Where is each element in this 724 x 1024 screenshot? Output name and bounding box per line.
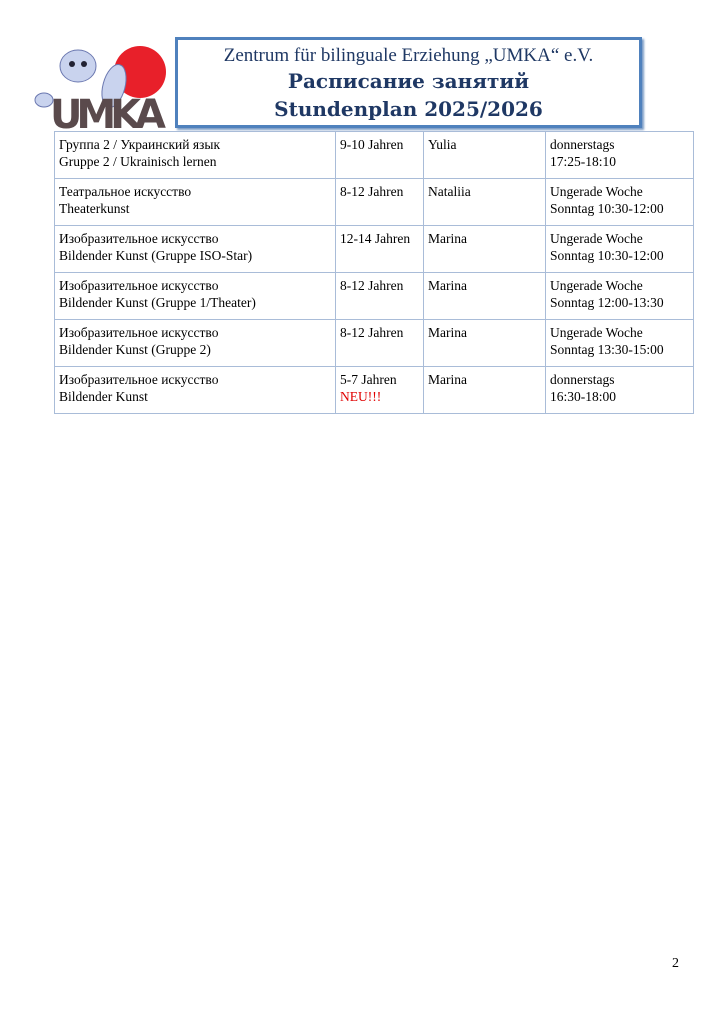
teacher-cell: Yulia: [423, 131, 546, 179]
page-number: 2: [672, 956, 679, 971]
new-badge: NEU!!!: [340, 389, 382, 404]
time-line-1: donnerstags: [550, 372, 615, 387]
age: 8-12 Jahren: [340, 278, 404, 293]
course-de: Theaterkunst: [59, 201, 130, 216]
table-row: Изобразительное искусство Bildender Kunst…: [54, 319, 694, 367]
age: 12-14 Jahren: [340, 231, 411, 246]
course-cell: Группа 2 / Украинский язык Gruppe 2 / Ukr…: [54, 131, 336, 179]
teacher: Yulia: [428, 137, 457, 152]
teacher: Marina: [428, 372, 467, 387]
time-line-2: Sonntag 12:00-13:30: [550, 295, 664, 310]
course-cell: Изобразительное искусство Bildender Kunst…: [54, 319, 336, 367]
teacher: Marina: [428, 278, 467, 293]
time-cell: Ungerade Woche Sonntag 10:30-12:00: [545, 225, 694, 273]
course-ru: Изобразительное искусство: [59, 231, 219, 246]
title-de: Stundenplan 2025/2026: [274, 97, 543, 121]
age-cell: 8-12 Jahren: [335, 178, 424, 226]
course-cell: Изобразительное искусство Bildender Kunst…: [54, 272, 336, 320]
age-cell: 8-12 Jahren: [335, 319, 424, 367]
umka-logo: UMKA: [34, 46, 166, 130]
org-name: Zentrum für bilinguale Erziehung „UMKA“ …: [223, 45, 594, 66]
time-line-1: donnerstags: [550, 137, 615, 152]
teacher: Nataliia: [428, 184, 471, 199]
teacher-cell: Marina: [423, 319, 546, 367]
time-line-2: 16:30-18:00: [550, 389, 616, 404]
age-cell: 12-14 Jahren: [335, 225, 424, 273]
course-de: Bildender Kunst (Gruppe 2): [59, 342, 211, 357]
time-line-1: Ungerade Woche: [550, 325, 643, 340]
age-cell: 8-12 Jahren: [335, 272, 424, 320]
course-cell: Изобразительное искусство Bildender Kunst…: [54, 225, 336, 273]
teacher-cell: Marina: [423, 225, 546, 273]
time-cell: donnerstags 17:25-18:10: [545, 131, 694, 179]
age: 5-7 Jahren: [340, 372, 397, 387]
time-line-2: Sonntag 10:30-12:00: [550, 201, 664, 216]
table-row: Изобразительное искусство Bildender Kunst…: [54, 225, 694, 273]
time-cell: Ungerade Woche Sonntag 10:30-12:00: [545, 178, 694, 226]
time-cell: Ungerade Woche Sonntag 12:00-13:30: [545, 272, 694, 320]
course-ru: Изобразительное искусство: [59, 278, 219, 293]
time-cell: Ungerade Woche Sonntag 13:30-15:00: [545, 319, 694, 367]
age-cell: 5-7 Jahren NEU!!!: [335, 366, 424, 414]
course-cell: Изобразительное искусство Bildender Kunst: [54, 366, 336, 414]
time-line-1: Ungerade Woche: [550, 184, 643, 199]
age: 8-12 Jahren: [340, 325, 404, 340]
time-line-1: Ungerade Woche: [550, 278, 643, 293]
age: 9-10 Jahren: [340, 137, 404, 152]
time-line-2: Sonntag 10:30-12:00: [550, 248, 664, 263]
title-box: Zentrum für bilinguale Erziehung „UMKA“ …: [175, 37, 642, 128]
schedule-table: Группа 2 / Украинский язык Gruppe 2 / Ukr…: [54, 131, 694, 414]
time-line-2: Sonntag 13:30-15:00: [550, 342, 664, 357]
teacher-cell: Marina: [423, 366, 546, 414]
table-row: Изобразительное искусство Bildender Kunst…: [54, 366, 694, 414]
teacher: Marina: [428, 325, 467, 340]
time-line-2: 17:25-18:10: [550, 154, 616, 169]
svg-text:UMKA: UMKA: [50, 92, 166, 130]
time-cell: donnerstags 16:30-18:00: [545, 366, 694, 414]
table-row: Группа 2 / Украинский язык Gruppe 2 / Ukr…: [54, 131, 694, 179]
course-ru: Группа 2 / Украинский язык: [59, 137, 221, 152]
teacher-cell: Marina: [423, 272, 546, 320]
teacher: Marina: [428, 231, 467, 246]
course-de: Gruppe 2 / Ukrainisch lernen: [59, 154, 217, 169]
course-cell: Театральное искусство Theaterkunst: [54, 178, 336, 226]
time-line-1: Ungerade Woche: [550, 231, 643, 246]
course-de: Bildender Kunst (Gruppe ISO-Star): [59, 248, 253, 263]
course-de: Bildender Kunst (Gruppe 1/Theater): [59, 295, 256, 310]
teacher-cell: Nataliia: [423, 178, 546, 226]
age: 8-12 Jahren: [340, 184, 404, 199]
table-row: Изобразительное искусство Bildender Kunst…: [54, 272, 694, 320]
age-cell: 9-10 Jahren: [335, 131, 424, 179]
table-row: Театральное искусство Theaterkunst 8-12 J…: [54, 178, 694, 226]
title-ru: Расписание занятий: [287, 69, 530, 93]
course-ru: Театральное искусство: [59, 184, 192, 199]
course-de: Bildender Kunst: [59, 389, 148, 404]
course-ru: Изобразительное искусство: [59, 325, 219, 340]
course-ru: Изобразительное искусство: [59, 372, 219, 387]
